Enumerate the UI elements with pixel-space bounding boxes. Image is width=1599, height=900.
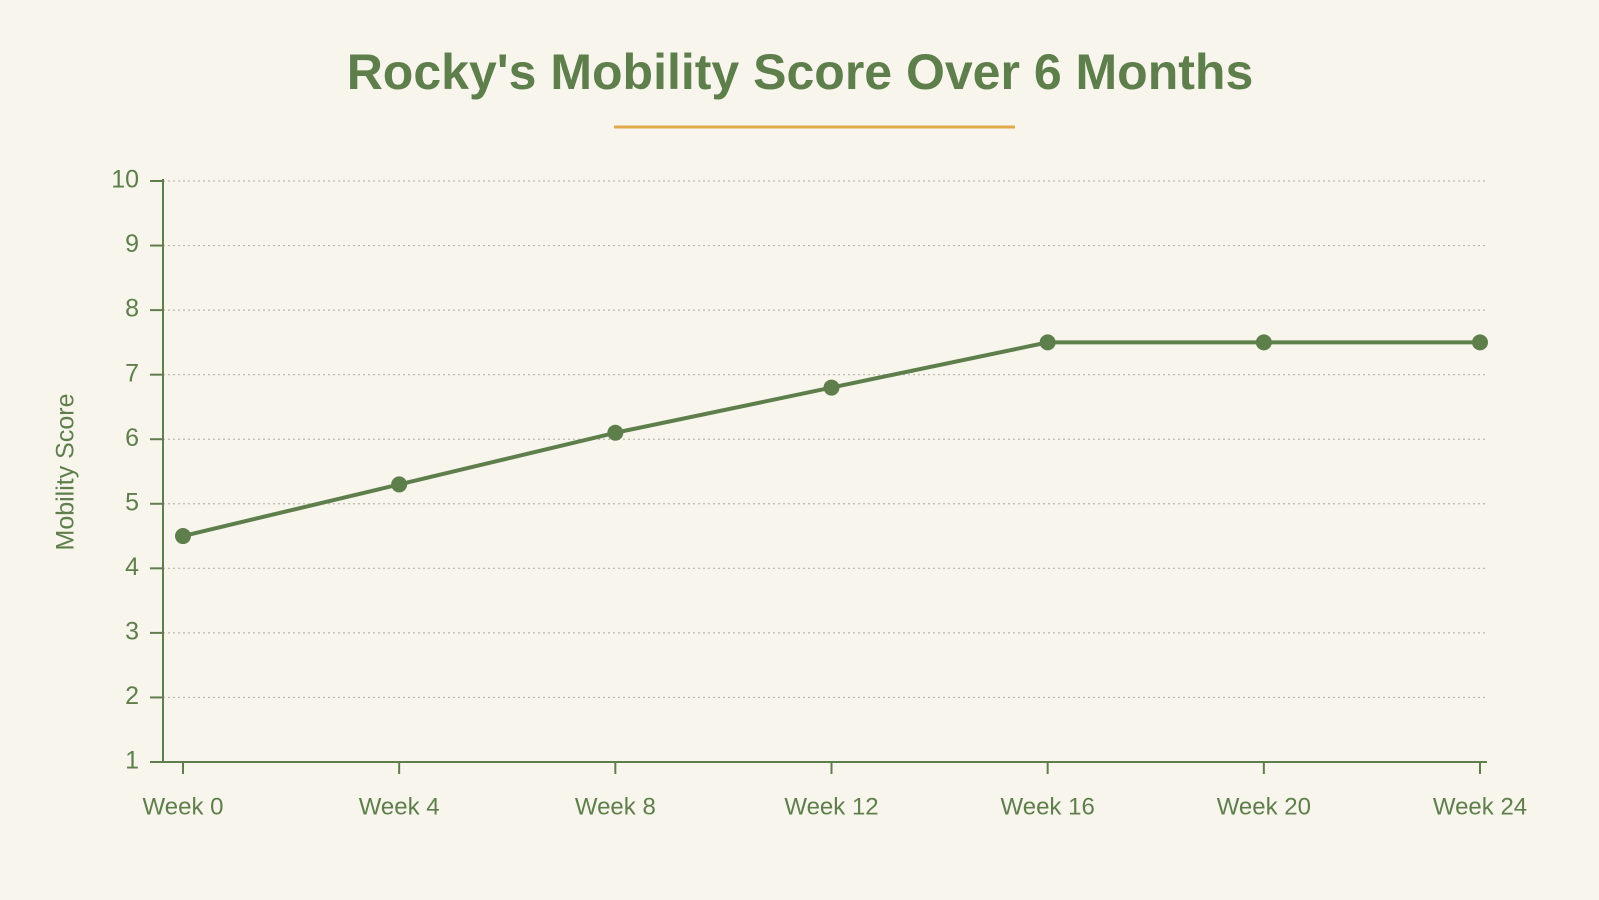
- x-tick-label: Week 4: [359, 793, 440, 820]
- point: [823, 379, 840, 396]
- x-tick-label: Week 20: [1217, 793, 1311, 820]
- point: [1255, 334, 1272, 351]
- point: [391, 476, 408, 493]
- y-tick-label: 1: [125, 747, 139, 775]
- y-tick-label: 5: [125, 488, 139, 516]
- point: [607, 424, 624, 441]
- point: [1472, 334, 1488, 351]
- x-tick-label: Week 24: [1433, 793, 1527, 820]
- x-tick-label: Week 16: [1001, 793, 1095, 820]
- y-tick-label: 3: [125, 617, 139, 645]
- point: [175, 528, 191, 545]
- x-tick-label: Week 8: [575, 793, 656, 820]
- y-tick-label: 4: [125, 553, 139, 581]
- y-tick-label: 7: [125, 359, 139, 387]
- x-tick-label: Week 12: [784, 793, 878, 820]
- y-tick-label: 6: [125, 424, 139, 452]
- y-tick-label: 10: [111, 166, 139, 194]
- y-axis-label: Mobility Score: [52, 394, 80, 551]
- y-tick-label: 8: [125, 295, 139, 323]
- x-tick-label: Week 0: [143, 793, 224, 820]
- y-tick-label: 2: [125, 682, 139, 710]
- y-tick-label: 9: [125, 230, 139, 258]
- chart-title: Rocky's Mobility Score Over 6 Months: [347, 44, 1254, 100]
- point: [1039, 334, 1056, 351]
